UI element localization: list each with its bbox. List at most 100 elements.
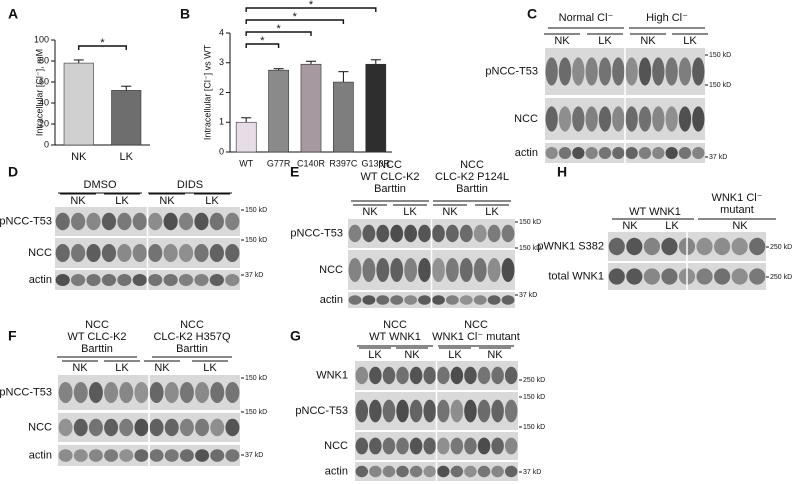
lane-label: NK	[487, 349, 503, 361]
marker-label: 150 kD	[519, 219, 541, 226]
band	[55, 244, 70, 262]
band	[376, 295, 390, 305]
y-tick-label: 40	[39, 97, 49, 107]
x-tick-label: WT	[239, 158, 253, 168]
band	[731, 268, 748, 285]
band	[692, 57, 705, 86]
band	[178, 244, 194, 262]
band	[210, 418, 225, 437]
band	[437, 366, 450, 385]
band	[119, 382, 134, 403]
panel-letter: C	[527, 6, 537, 22]
band	[55, 212, 70, 231]
band	[390, 224, 404, 243]
band	[58, 382, 73, 403]
row-label: pNCC-T53	[0, 386, 52, 398]
band	[409, 437, 423, 455]
band	[396, 465, 409, 478]
lane-label: NK	[732, 220, 748, 232]
band	[504, 366, 518, 385]
band	[86, 274, 101, 286]
significance-bracket	[245, 19, 345, 24]
y-tick-label: 4	[219, 27, 224, 37]
band	[749, 237, 766, 256]
band	[104, 418, 119, 437]
band	[714, 268, 731, 285]
y-axis-label: Intracellular [Cl⁻] vs WT	[202, 44, 212, 140]
band	[88, 418, 103, 437]
band	[477, 399, 491, 423]
panel-letter: G	[290, 328, 301, 344]
lane-label: NK	[362, 206, 378, 218]
band	[404, 295, 418, 305]
band	[625, 57, 638, 86]
band	[225, 418, 240, 437]
lane-label: LK	[665, 220, 679, 232]
band	[362, 258, 376, 282]
band	[432, 258, 445, 282]
band	[504, 465, 518, 478]
band	[432, 295, 445, 305]
lane-label: LK	[598, 35, 612, 47]
band	[148, 212, 163, 231]
significance-bracket	[78, 45, 127, 50]
band	[369, 399, 382, 423]
y-tick-label: 2	[219, 87, 224, 97]
row-label: pWNK1 S382	[537, 240, 604, 252]
row-label: WNK1	[316, 369, 348, 381]
row-label: NCC	[319, 264, 343, 276]
band	[477, 366, 491, 385]
band	[194, 212, 209, 231]
band	[545, 147, 558, 159]
band	[464, 399, 477, 423]
significance-bracket	[245, 7, 377, 12]
y-tick-label: 60	[39, 76, 49, 86]
band	[58, 418, 73, 437]
y-tick-label: 20	[39, 118, 49, 128]
band	[104, 382, 119, 403]
band	[132, 244, 147, 262]
band	[88, 382, 103, 403]
group-label: NCC	[464, 319, 488, 331]
lane-label: LK	[485, 206, 499, 218]
band	[55, 274, 70, 286]
band	[348, 258, 362, 282]
error-bar	[338, 71, 349, 83]
band	[71, 274, 86, 286]
y-tick-label: 100	[34, 34, 49, 44]
band	[464, 437, 477, 455]
x-tick-label: R397C	[329, 158, 358, 168]
band	[225, 382, 240, 403]
marker-label: 250 kD	[770, 244, 792, 251]
band	[608, 268, 625, 285]
band	[459, 258, 473, 282]
band	[132, 274, 147, 286]
band	[692, 147, 705, 159]
group-label: DIDS	[177, 179, 203, 191]
group-label: NCC	[383, 319, 407, 331]
row-label: total WNK1	[548, 270, 604, 282]
band	[450, 465, 464, 478]
group-label: WT CLC-K2	[360, 171, 419, 183]
marker-label: 150 kD	[245, 237, 267, 244]
band	[491, 437, 504, 455]
band	[163, 212, 178, 231]
group-label: WT CLC-K2	[67, 331, 126, 343]
group-label: Barttin	[456, 183, 488, 195]
marker-label: 37 kD	[245, 452, 263, 459]
panel-letter: B	[180, 6, 190, 22]
band	[477, 465, 491, 478]
row-label: actin	[320, 294, 343, 306]
marker-label: 150 kD	[245, 207, 267, 214]
band	[101, 274, 117, 286]
row-label: pNCC-T53	[485, 65, 538, 77]
band	[450, 366, 464, 385]
band	[625, 106, 638, 132]
group-label: Barttin	[81, 343, 113, 355]
band	[459, 224, 473, 243]
y-axis-label: Intracellular [Cl⁻], mM	[34, 49, 44, 136]
band	[731, 237, 748, 256]
band	[369, 465, 382, 478]
significance-label: *	[309, 0, 314, 11]
band	[450, 437, 464, 455]
